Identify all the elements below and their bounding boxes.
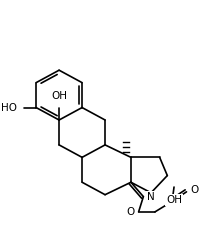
Text: OH: OH (166, 195, 182, 205)
Text: HO: HO (1, 102, 17, 113)
Text: N: N (147, 192, 155, 202)
Text: O: O (190, 185, 199, 195)
Text: O: O (126, 207, 135, 217)
Text: OH: OH (51, 91, 67, 101)
